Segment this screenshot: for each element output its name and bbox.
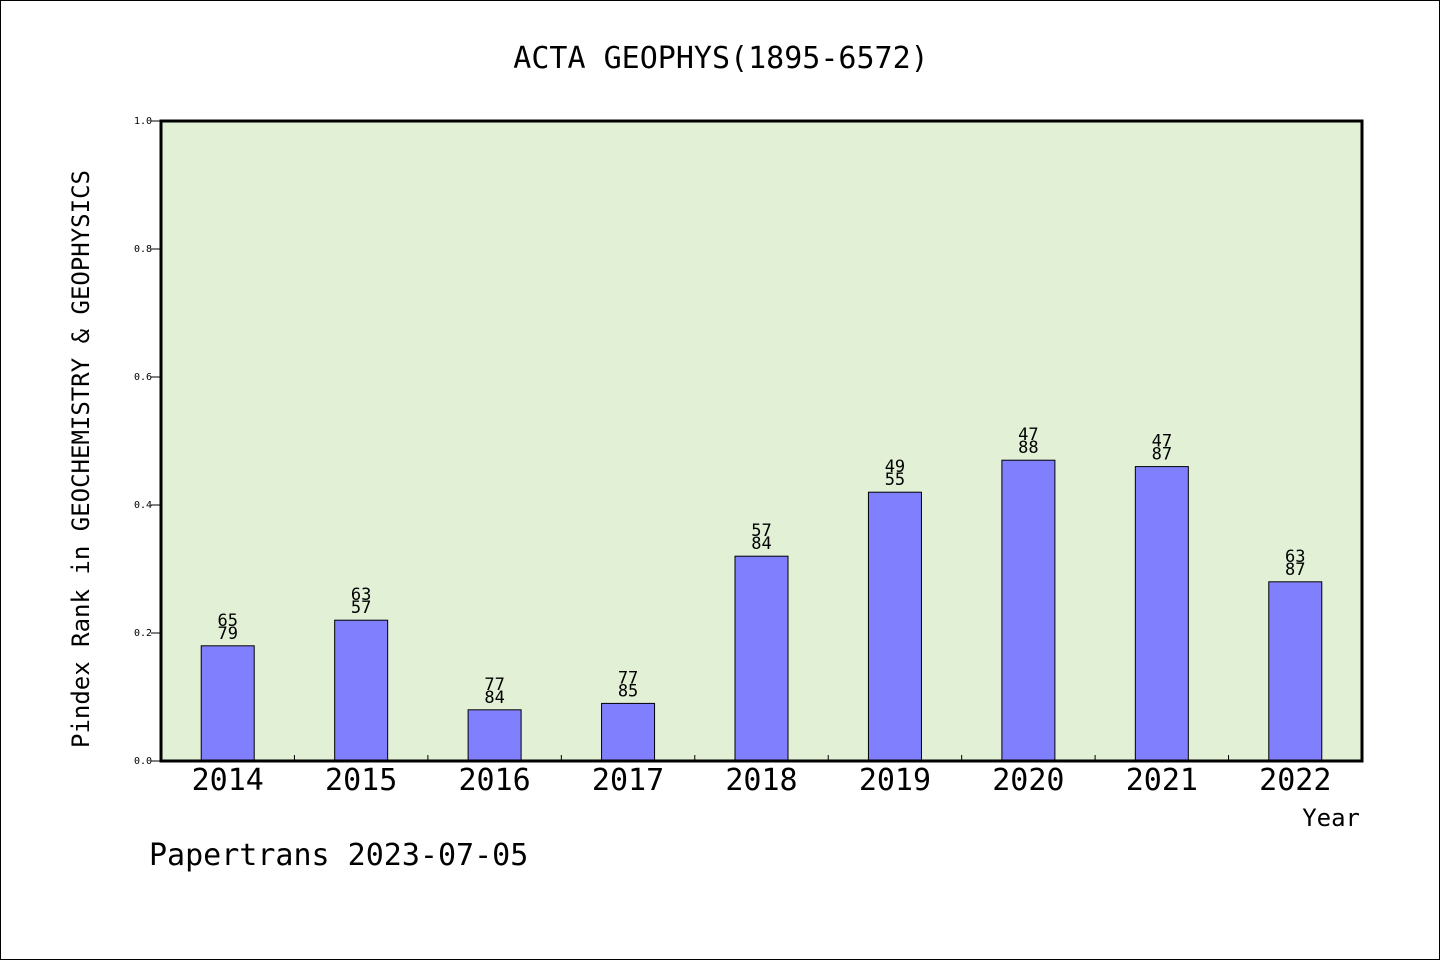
y-tick-label-1.0: 1.0: [134, 116, 152, 127]
bar-label-2020-2: 88: [1018, 438, 1038, 458]
x-tick-label-2018: 2018: [725, 763, 797, 798]
y-tick-label-0.6: 0.6: [134, 372, 152, 383]
footer-credit: Papertrans 2023-07-05: [149, 838, 528, 873]
chart-title: ACTA GEOPHYS(1895-6572): [513, 41, 928, 76]
x-tick-label-2022: 2022: [1259, 763, 1331, 798]
bar-label-2022-2: 87: [1285, 560, 1305, 580]
bar-label-2014-1: 65: [217, 611, 237, 631]
bar-2016: [467, 709, 522, 762]
y-axis: 0.0 0.2 0.4 0.6 0.8 1.0: [134, 116, 161, 767]
x-tick-label-2014: 2014: [192, 763, 264, 798]
bar-label-2019-2: 55: [885, 470, 905, 490]
y-tick-label-0.8: 0.8: [134, 244, 152, 255]
bar-label-2019-1: 49: [885, 457, 905, 477]
x-tick-label-2017: 2017: [592, 763, 664, 798]
bar-label-2017-2: 85: [618, 681, 638, 701]
bar-2021: [1134, 466, 1189, 762]
bar-label-2015-2: 57: [351, 598, 371, 618]
bar-2017: [601, 702, 656, 762]
bar-label-2016-1: 77: [484, 675, 504, 695]
y-tick-label-0.2: 0.2: [134, 628, 152, 639]
x-tick-label-2016: 2016: [458, 763, 530, 798]
bar-label-2021-1: 47: [1152, 432, 1172, 452]
x-tick-label-2019: 2019: [859, 763, 931, 798]
x-tick-label-2021: 2021: [1126, 763, 1198, 798]
bar-2019: [867, 491, 922, 762]
bars-group: [200, 459, 1323, 762]
bar-label-2015-1: 63: [351, 585, 371, 605]
y-axis-label: Pindex Rank in GEOCHEMISTRY & GEOPHYSICS: [67, 170, 95, 748]
bar-label-2018-2: 84: [751, 534, 771, 554]
bar-2015: [334, 619, 389, 762]
bar-label-2014-2: 79: [217, 624, 237, 644]
x-tick-label-2020: 2020: [992, 763, 1064, 798]
y-tick-label-0.0: 0.0: [134, 756, 152, 767]
bar-2018: [734, 555, 789, 762]
plot-border: [159, 119, 1364, 763]
bar-label-2016-2: 84: [484, 688, 504, 708]
bar-label-2022-1: 63: [1285, 547, 1305, 567]
x-axis: 2014 2015 2016 2017 2018 2019 2020 2021 2022: [192, 755, 1331, 798]
bar-2020: [1001, 459, 1056, 762]
bar-label-2017-1: 77: [618, 668, 638, 688]
bar-label-2021-2: 87: [1152, 445, 1172, 465]
x-tick-label-2015: 2015: [325, 763, 397, 798]
bar-2022: [1268, 581, 1323, 762]
y-tick-label-0.4: 0.4: [134, 500, 152, 511]
bar-2014: [200, 645, 255, 762]
x-axis-label: Year: [1302, 804, 1360, 832]
bar-label-2018-1: 57: [751, 521, 771, 541]
bar-label-2020-1: 47: [1018, 425, 1038, 445]
